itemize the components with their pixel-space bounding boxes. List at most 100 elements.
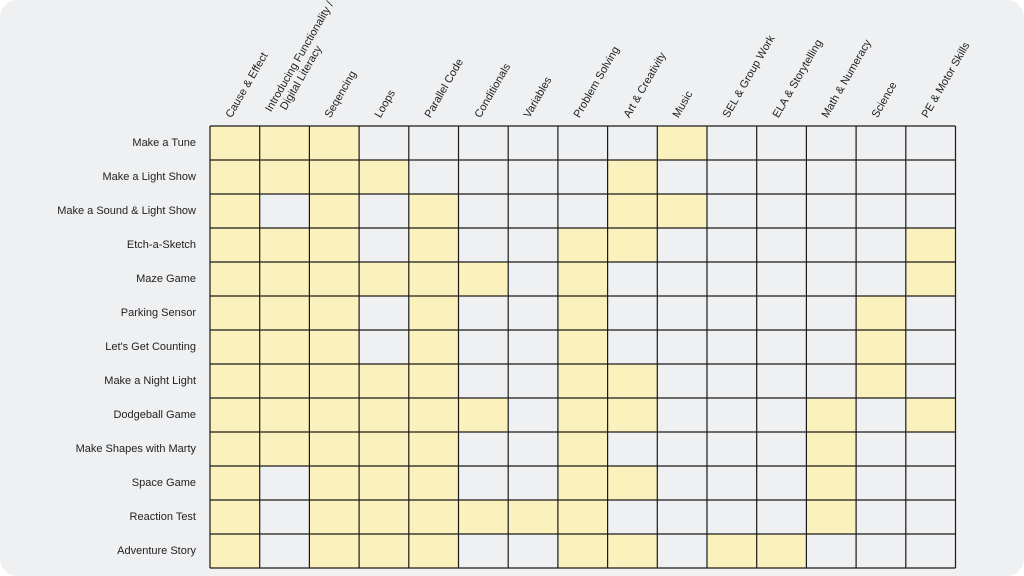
cell-r4-c2 — [309, 262, 360, 296]
cell-r10-c9 — [657, 466, 707, 500]
cell-r7-c1 — [259, 364, 310, 398]
cell-r9-c0 — [210, 432, 260, 466]
cell-r10-c10 — [707, 466, 757, 500]
cell-r7-c4 — [408, 364, 459, 398]
cell-r8-c2 — [309, 398, 360, 432]
cell-r9-c7 — [557, 432, 608, 466]
cell-r1-c7 — [557, 160, 608, 194]
cell-r3-c13 — [856, 228, 906, 262]
cell-r8-c0 — [210, 398, 260, 432]
cell-r10-c1 — [259, 466, 310, 500]
cell-r4-c11 — [756, 262, 807, 296]
cell-r6-c8 — [607, 330, 658, 364]
row-label: Reaction Test — [129, 511, 196, 523]
cell-r12-c7 — [557, 534, 608, 568]
cell-r12-c0 — [210, 534, 260, 568]
cell-r8-c3 — [359, 398, 409, 432]
cell-r5-c12 — [806, 296, 857, 330]
cell-r8-c14 — [905, 398, 956, 432]
cell-r4-c4 — [408, 262, 459, 296]
cell-r10-c6 — [508, 466, 558, 500]
cell-r9-c11 — [756, 432, 807, 466]
cell-r2-c4 — [408, 194, 459, 228]
cell-r4-c5 — [458, 262, 509, 296]
cell-r11-c11 — [756, 500, 807, 534]
cell-r11-c7 — [557, 500, 608, 534]
cell-r3-c3 — [359, 228, 409, 262]
row-label: Adventure Story — [117, 545, 196, 557]
cell-r7-c3 — [359, 364, 409, 398]
cell-r8-c13 — [856, 398, 906, 432]
cell-r5-c11 — [756, 296, 807, 330]
cell-r2-c1 — [259, 194, 310, 228]
cell-r10-c7 — [557, 466, 608, 500]
cell-r11-c3 — [359, 500, 409, 534]
cell-r11-c4 — [408, 500, 459, 534]
cell-r9-c4 — [408, 432, 459, 466]
cell-r0-c9 — [657, 126, 707, 160]
cell-r5-c3 — [359, 296, 409, 330]
cell-r6-c3 — [359, 330, 409, 364]
row-label: Space Game — [131, 477, 196, 489]
cell-r9-c3 — [359, 432, 409, 466]
cell-r8-c7 — [557, 398, 608, 432]
cell-r11-c8 — [607, 500, 658, 534]
cell-r10-c3 — [359, 466, 409, 500]
cell-r4-c3 — [359, 262, 409, 296]
cell-r0-c2 — [309, 126, 360, 160]
cell-r7-c8 — [607, 364, 658, 398]
cell-r1-c8 — [607, 160, 658, 194]
cell-r3-c0 — [210, 228, 260, 262]
cell-r6-c6 — [508, 330, 558, 364]
cell-r2-c2 — [309, 194, 360, 228]
cell-r1-c11 — [756, 160, 807, 194]
cell-r5-c5 — [458, 296, 509, 330]
cell-r11-c6 — [508, 500, 558, 534]
cell-r11-c10 — [707, 500, 757, 534]
cell-r2-c10 — [707, 194, 757, 228]
cell-r9-c9 — [657, 432, 707, 466]
cell-r7-c13 — [856, 364, 906, 398]
cell-r12-c11 — [756, 534, 807, 568]
cell-r3-c1 — [259, 228, 310, 262]
cell-r10-c8 — [607, 466, 658, 500]
cell-r5-c10 — [707, 296, 757, 330]
cell-r1-c6 — [508, 160, 558, 194]
cell-r2-c9 — [657, 194, 707, 228]
cell-r4-c10 — [707, 262, 757, 296]
cell-r1-c10 — [707, 160, 757, 194]
cell-r2-c8 — [607, 194, 658, 228]
row-label: Make a Tune — [132, 137, 196, 149]
cell-r10-c13 — [856, 466, 906, 500]
row-label: Let's Get Counting — [105, 341, 196, 353]
cell-r1-c1 — [259, 160, 310, 194]
cell-r9-c12 — [806, 432, 857, 466]
cell-r4-c14 — [905, 262, 956, 296]
cell-r1-c4 — [408, 160, 459, 194]
cell-r4-c8 — [607, 262, 658, 296]
cell-r7-c6 — [508, 364, 558, 398]
cell-r4-c7 — [557, 262, 608, 296]
cell-r11-c12 — [806, 500, 857, 534]
cell-r4-c12 — [806, 262, 857, 296]
cell-r7-c5 — [458, 364, 509, 398]
cell-r3-c4 — [408, 228, 459, 262]
cell-r0-c10 — [707, 126, 757, 160]
cell-r4-c1 — [259, 262, 310, 296]
cell-r1-c5 — [458, 160, 509, 194]
cell-r2-c14 — [905, 194, 956, 228]
cell-r12-c12 — [806, 534, 857, 568]
cell-r6-c0 — [210, 330, 260, 364]
cell-r5-c4 — [408, 296, 459, 330]
cell-r10-c11 — [756, 466, 807, 500]
cell-r11-c5 — [458, 500, 509, 534]
row-label: Parking Sensor — [120, 307, 196, 319]
cell-r12-c9 — [657, 534, 707, 568]
cell-r1-c9 — [657, 160, 707, 194]
cell-r3-c8 — [607, 228, 658, 262]
cell-r5-c14 — [905, 296, 956, 330]
cell-r5-c0 — [210, 296, 260, 330]
cell-r9-c1 — [259, 432, 310, 466]
